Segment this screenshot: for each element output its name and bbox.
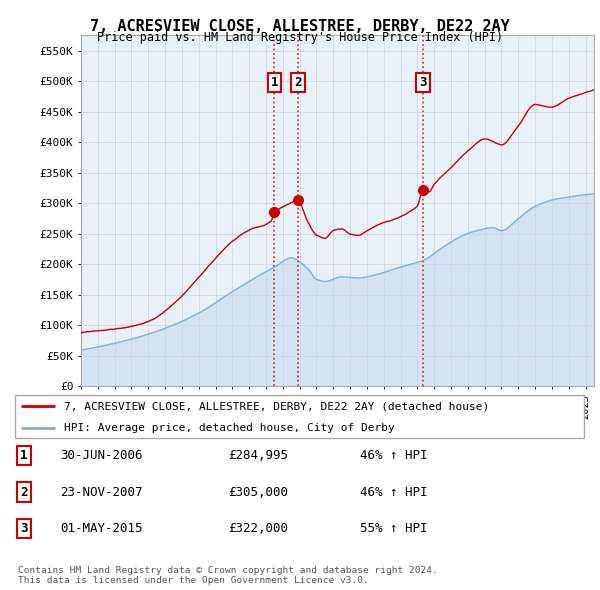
Text: 7, ACRESVIEW CLOSE, ALLESTREE, DERBY, DE22 2AY (detached house): 7, ACRESVIEW CLOSE, ALLESTREE, DERBY, DE…: [64, 401, 489, 411]
Text: 30-JUN-2006: 30-JUN-2006: [60, 449, 143, 462]
Text: 7, ACRESVIEW CLOSE, ALLESTREE, DERBY, DE22 2AY: 7, ACRESVIEW CLOSE, ALLESTREE, DERBY, DE…: [90, 19, 510, 34]
Text: 3: 3: [419, 76, 427, 89]
Text: 1: 1: [20, 449, 28, 462]
Text: 46% ↑ HPI: 46% ↑ HPI: [360, 449, 427, 462]
Text: 2: 2: [294, 76, 302, 89]
Text: 1: 1: [271, 76, 278, 89]
Text: £322,000: £322,000: [228, 522, 288, 535]
Text: Contains HM Land Registry data © Crown copyright and database right 2024.
This d: Contains HM Land Registry data © Crown c…: [18, 566, 438, 585]
Text: 2: 2: [20, 486, 28, 499]
Text: 46% ↑ HPI: 46% ↑ HPI: [360, 486, 427, 499]
Text: £284,995: £284,995: [228, 449, 288, 462]
Text: £305,000: £305,000: [228, 486, 288, 499]
FancyBboxPatch shape: [15, 395, 584, 438]
Text: Price paid vs. HM Land Registry's House Price Index (HPI): Price paid vs. HM Land Registry's House …: [97, 31, 503, 44]
Text: 01-MAY-2015: 01-MAY-2015: [60, 522, 143, 535]
Text: 23-NOV-2007: 23-NOV-2007: [60, 486, 143, 499]
Text: HPI: Average price, detached house, City of Derby: HPI: Average price, detached house, City…: [64, 423, 395, 433]
Text: 55% ↑ HPI: 55% ↑ HPI: [360, 522, 427, 535]
Text: 3: 3: [20, 522, 28, 535]
